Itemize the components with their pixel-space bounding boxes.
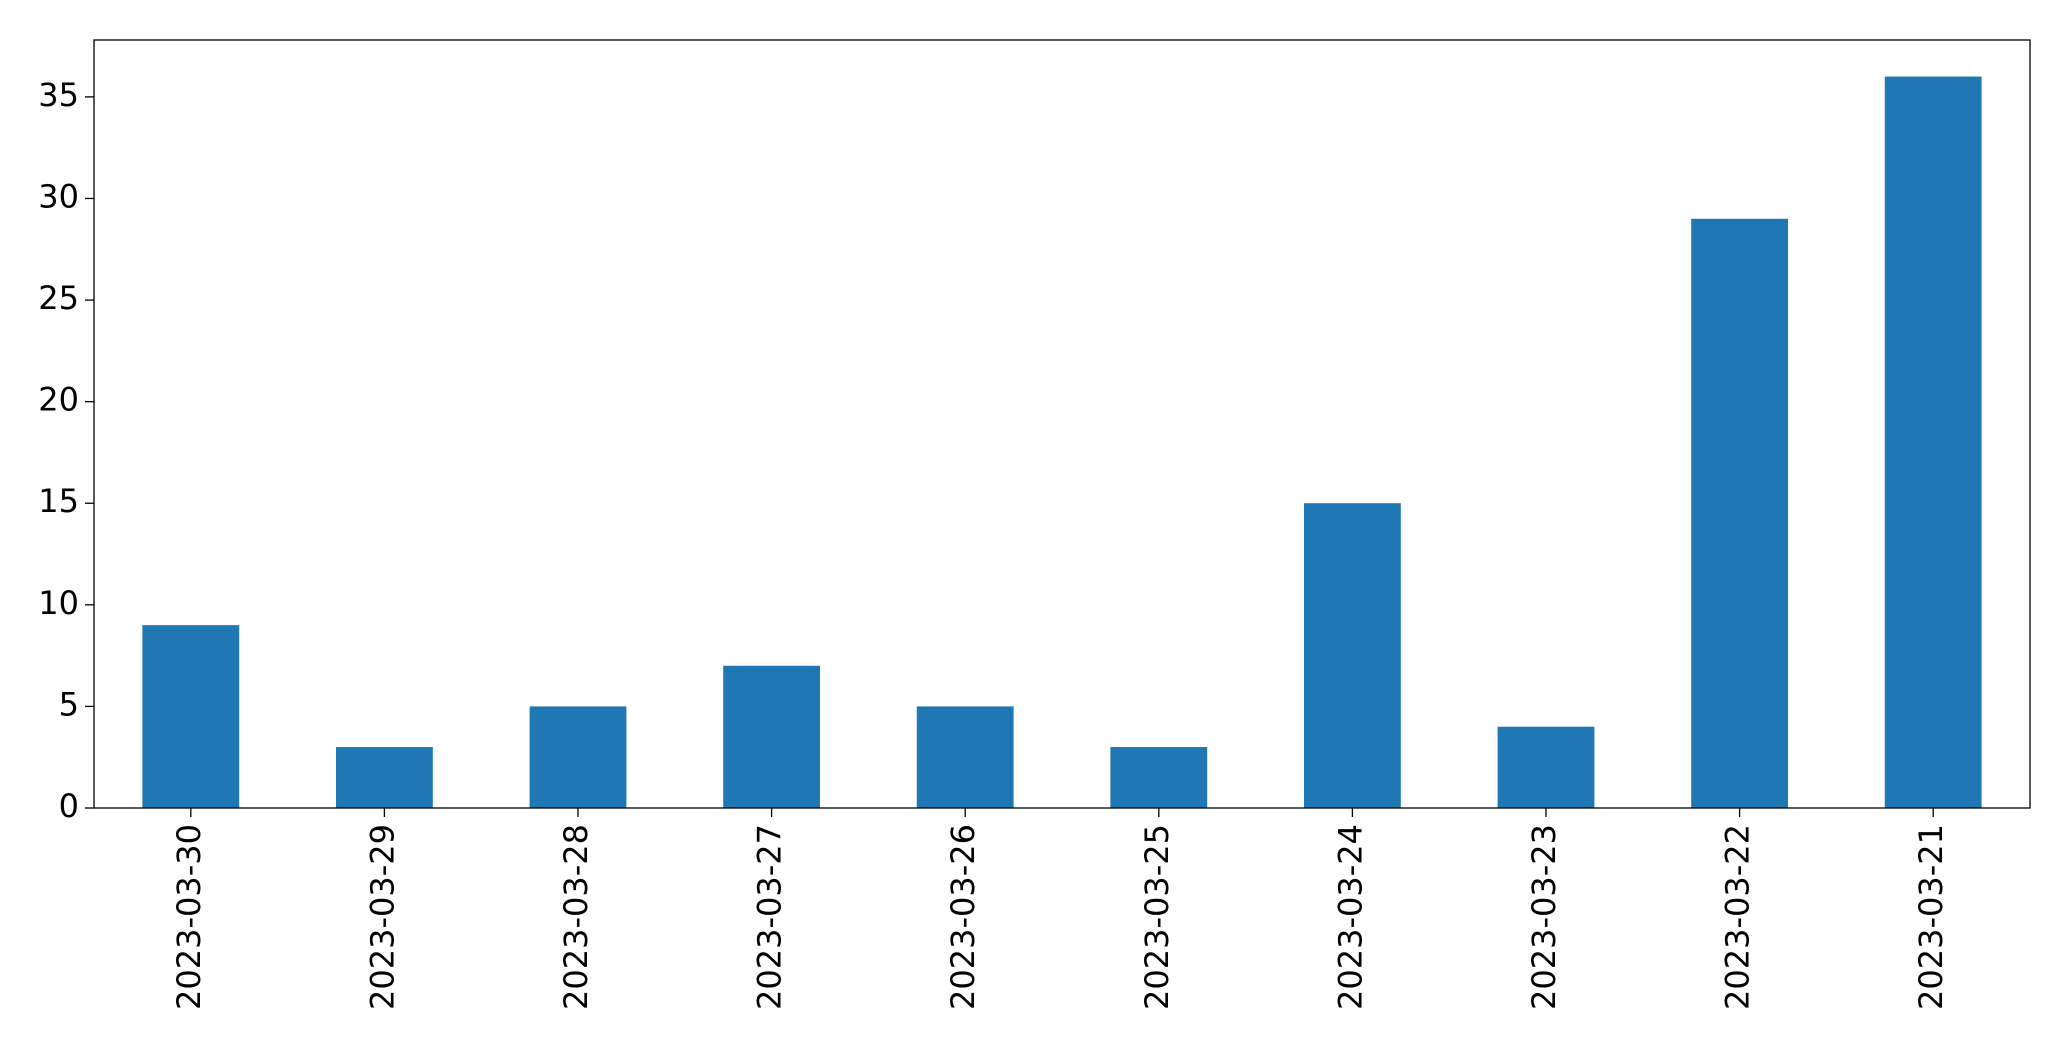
bar [723,665,820,808]
y-tick-label: 20 [38,381,79,419]
bar [1497,726,1595,808]
y-tick-label: 35 [38,76,79,114]
bar [529,706,627,808]
x-tick-label: 2023-03-24 [1331,824,1369,1010]
y-tick-label: 25 [38,279,79,317]
x-tick-label: 2023-03-30 [170,824,208,1010]
y-tick-label: 5 [59,685,79,723]
y-tick-label: 0 [59,787,79,825]
bar [1110,747,1208,808]
x-tick-label: 2023-03-23 [1525,824,1563,1010]
bar [916,706,1014,808]
x-tick-label: 2023-03-27 [751,824,789,1010]
x-tick-label: 2023-03-28 [557,824,595,1010]
plot-frame [93,39,2031,809]
bar [142,625,240,808]
x-tick-label: 2023-03-29 [363,824,401,1010]
bar [336,747,433,808]
y-tick-label: 30 [38,177,79,215]
x-tick-label: 2023-03-21 [1912,824,1950,1010]
bar [1884,76,1982,809]
y-tick-label: 10 [38,584,79,622]
bar [1304,503,1401,808]
x-tick-label: 2023-03-26 [944,824,982,1010]
x-tick-label: 2023-03-25 [1138,824,1176,1010]
y-tick-label: 15 [38,482,79,520]
bar [1691,218,1788,809]
x-tick-label: 2023-03-22 [1719,824,1757,1010]
